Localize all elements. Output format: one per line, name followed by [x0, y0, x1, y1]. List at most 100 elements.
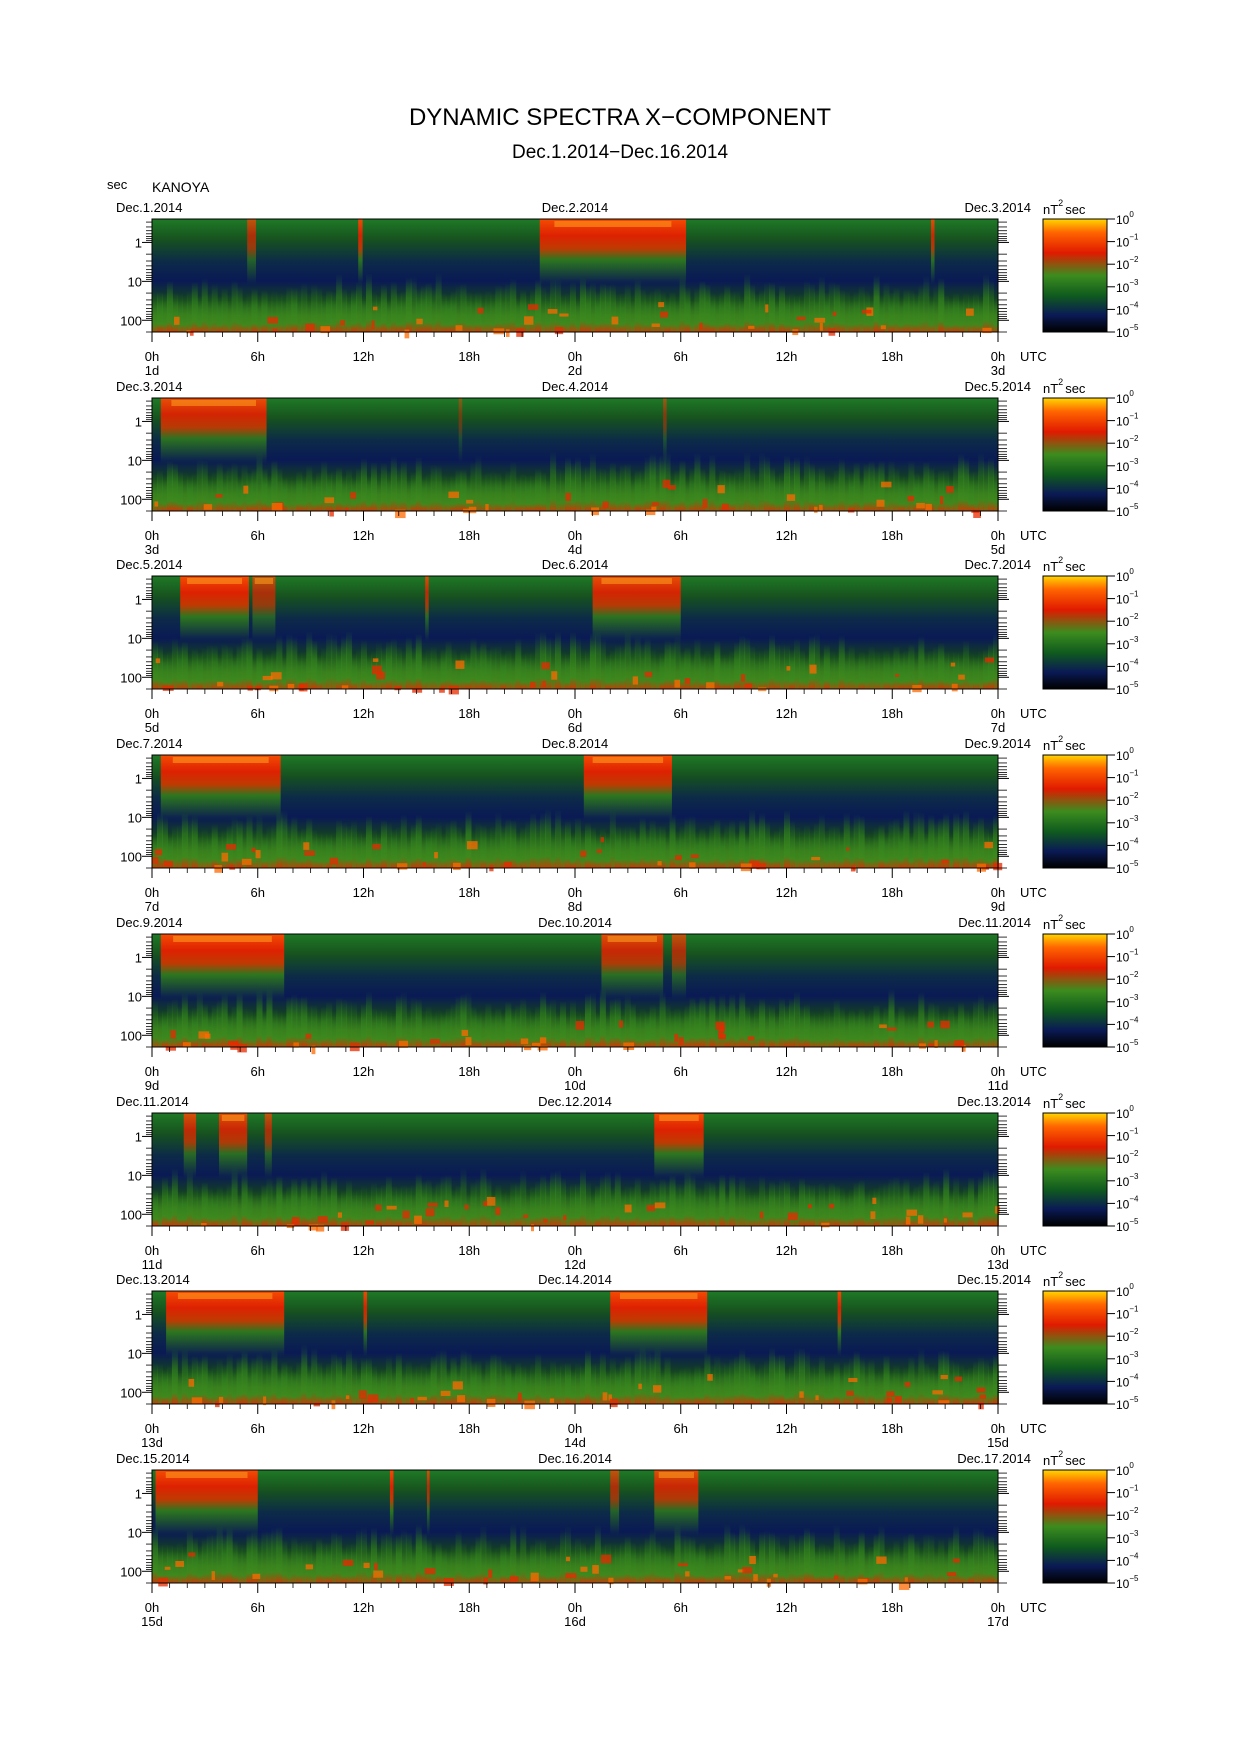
x-tick-label: 6h: [674, 1421, 688, 1436]
x-tick-label: 6h: [674, 706, 688, 721]
x-tick-label: 18h: [881, 1421, 903, 1436]
x-tick-label: 6h: [674, 1243, 688, 1258]
day-label: 7d: [145, 899, 159, 914]
panel-end-date: Dec.3.2014: [965, 200, 1032, 215]
pulsation-burst-1: [155, 1470, 258, 1536]
panel-end-date: Dec.17.2014: [957, 1451, 1031, 1466]
colorbar-tick-label: 10−5: [1116, 502, 1139, 519]
x-tick-label: 0h: [145, 528, 159, 543]
panel-mid-date: Dec.6.2014: [542, 557, 609, 572]
day-label: 13d: [141, 1435, 163, 1450]
pulsation-burst-2: [583, 755, 672, 821]
page-subtitle: Dec.1.2014−Dec.16.2014: [511, 142, 729, 163]
x-tick-label: 0h: [568, 349, 582, 364]
pulsation-burst-1: [183, 1113, 197, 1179]
y-tick-label: 10: [128, 989, 142, 1004]
y-tick-label: 10: [128, 1525, 142, 1540]
pulsation-burst-3: [264, 1113, 272, 1179]
colorbar-unit: nT2 sec: [1043, 734, 1086, 753]
y-tick-label: 100: [120, 1385, 142, 1400]
x-tick-label: 12h: [353, 1243, 375, 1258]
colorbar: [1042, 754, 1108, 869]
panel-mid-date: Dec.8.2014: [542, 736, 609, 751]
x-tick-label: 0h: [568, 885, 582, 900]
x-tick-label: 6h: [674, 528, 688, 543]
x-tick-label: 6h: [674, 885, 688, 900]
x-tick-label: 18h: [881, 1064, 903, 1079]
x-tick-label: 0h: [991, 885, 1005, 900]
colorbar-tick-label: 100: [1116, 1461, 1134, 1478]
day-label: 15d: [987, 1435, 1009, 1450]
colorbar-tick-label: 10−3: [1116, 993, 1139, 1010]
x-tick-label: 18h: [458, 1243, 480, 1258]
low-frequency-activity: [152, 1344, 999, 1410]
pulsation-burst-3: [663, 398, 667, 464]
spectrogram-panel-5: Dec.9.2014 Dec.10.2014 Dec.11.2014 nT2 sec11…: [116, 913, 1139, 1093]
spectrogram-panel-6: Dec.11.2014 Dec.12.2014 Dec.13.2014 nT2 sec 1…: [116, 1092, 1139, 1272]
low-frequency-activity: [152, 630, 999, 695]
panel-end-date: Dec.15.2014: [957, 1272, 1031, 1287]
day-label: 8d: [568, 899, 582, 914]
x-tick-label: 0h: [568, 1064, 582, 1079]
colorbar-tick-label: 10−4: [1116, 1015, 1139, 1032]
day-label: 15d: [141, 1614, 163, 1629]
day-label: 11d: [988, 1078, 1009, 1093]
pulsation-burst-2: [601, 934, 664, 1000]
panel-start-date: Dec.3.2014: [116, 379, 183, 394]
y-tick-label: 10: [128, 810, 142, 825]
colorbar-unit: nT2 sec: [1043, 1270, 1086, 1289]
x-tick-label: 12h: [353, 349, 375, 364]
low-frequency-activity: [152, 809, 1003, 873]
colorbar-unit: nT2 sec: [1043, 377, 1086, 396]
x-tick-label: 18h: [881, 1600, 903, 1615]
x-tick-label: 12h: [776, 1243, 798, 1258]
spectrogram-panel-7: Dec.13.2014 Dec.14.2014 Dec.15.2014 nT2 sec 1…: [116, 1270, 1139, 1450]
y-tick-label: 100: [120, 1028, 142, 1043]
x-tick-label: 6h: [251, 706, 265, 721]
spectrogram-panel-4: Dec.7.2014 Dec.8.2014 Dec.9.2014 nT2 sec 1 10 1…: [116, 734, 1139, 914]
low-frequency-activity: [152, 451, 999, 519]
day-label: 17d: [987, 1614, 1009, 1629]
colorbar-tick-label: 100: [1116, 1282, 1134, 1299]
pulsation-burst-1: [247, 219, 256, 285]
colorbar-tick-label: 10−4: [1116, 1551, 1139, 1568]
pulsation-burst-5: [654, 1470, 699, 1536]
day-label: 16d: [564, 1614, 586, 1629]
y-tick-label: 1: [135, 414, 142, 429]
x-tick-label: 18h: [458, 1064, 480, 1079]
x-tick-label: 12h: [353, 1064, 375, 1079]
colorbar-tick-label: 10−4: [1116, 657, 1139, 674]
x-tick-label: 0h: [991, 1600, 1005, 1615]
colorbar-tick-label: 100: [1116, 389, 1134, 406]
colorbar-tick-label: 10−4: [1116, 300, 1139, 317]
colorbar-tick-label: 100: [1116, 567, 1134, 584]
pulsation-burst-4: [610, 1470, 620, 1536]
day-label: 5d: [145, 720, 159, 735]
day-label: 3d: [991, 363, 1005, 378]
colorbar-tick-label: 10−3: [1116, 1529, 1139, 1546]
colorbar-tick-label: 10−3: [1116, 1350, 1139, 1367]
x-tick-label: 18h: [458, 349, 480, 364]
colorbar-tick-label: 10−1: [1116, 948, 1139, 965]
panel-mid-date: Dec.10.2014: [538, 915, 612, 930]
colorbar-tick-label: 10−2: [1116, 255, 1139, 272]
x-tick-label: 18h: [458, 1600, 480, 1615]
colorbar-tick-label: 10−2: [1116, 434, 1139, 451]
spectrogram-panel-1: Dec.1.2014 Dec.2.2014 Dec.3.2014 nT2 sec 1 10 1…: [116, 198, 1139, 378]
spectrogram-panel-8: Dec.15.2014 Dec.16.2014 Dec.17.2014 nT2 sec 1…: [116, 1449, 1139, 1629]
panel-start-date: Dec.9.2014: [116, 915, 183, 930]
day-label: 12d: [564, 1257, 586, 1272]
panel-start-date: Dec.1.2014: [116, 200, 183, 215]
pulsation-burst-2: [458, 398, 463, 464]
day-label: 7d: [991, 720, 1005, 735]
low-frequency-activity: [152, 273, 999, 339]
pulsation-burst-2: [389, 1470, 394, 1536]
day-label: 3d: [145, 542, 159, 557]
colorbar-tick-label: 10−2: [1116, 970, 1139, 987]
y-tick-label: 100: [120, 849, 142, 864]
x-tick-label: 0h: [145, 1421, 159, 1436]
colorbar-tick-label: 10−5: [1116, 1574, 1139, 1591]
x-tick-label: 0h: [568, 1243, 582, 1258]
colorbar-tick-label: 10−1: [1116, 590, 1139, 607]
x-unit-label: UTC: [1020, 528, 1047, 543]
